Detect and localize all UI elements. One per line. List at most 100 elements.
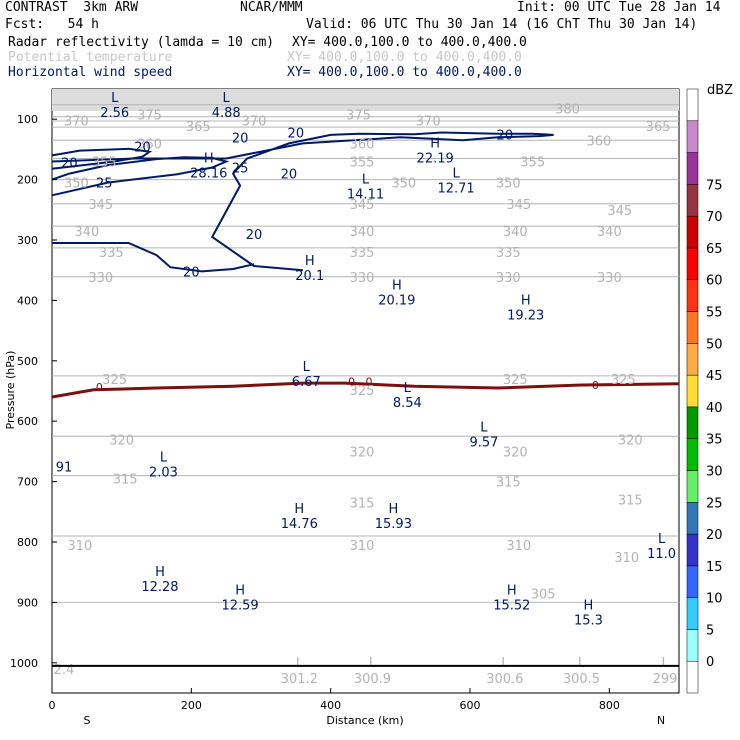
y-tick-label: 100 <box>17 113 38 126</box>
colorbar-swatch <box>686 565 699 598</box>
hl-marker-letter: H <box>584 598 594 613</box>
theta-label: 305 <box>531 587 556 602</box>
theta-label: 330 <box>88 271 113 286</box>
y-tick-label: 500 <box>17 355 38 368</box>
plot-frame <box>51 88 680 694</box>
wind-label: 20 <box>497 128 514 143</box>
wind-contour-25 <box>51 156 230 197</box>
wind-label: 20 <box>281 168 298 183</box>
hl-marker-letter: L <box>111 91 119 106</box>
hl-marker-value: 12.71 <box>437 182 474 197</box>
colorbar-swatch <box>686 597 699 630</box>
hl-marker-letter: L <box>223 91 231 106</box>
colorbar-unit: dBZ <box>707 83 733 98</box>
hl-marker-letter: L <box>404 381 412 396</box>
y-tick-label: 900 <box>17 596 38 609</box>
theta-label: 310 <box>506 539 531 554</box>
theta-label: 320 <box>109 433 134 448</box>
theta-label: 375 <box>346 108 371 123</box>
hl-marker-value: 2.56 <box>100 106 129 121</box>
colorbar-swatch <box>686 660 699 694</box>
hl-marker-letter: H <box>507 583 517 598</box>
theta-label: 340 <box>74 225 99 240</box>
hl-marker-value: 9.57 <box>469 435 498 450</box>
hl-marker-value: 20.19 <box>378 293 415 308</box>
colorbar-tick-label: 65 <box>706 242 723 257</box>
x-tick-label: 200 <box>181 699 202 712</box>
colorbar-swatch <box>686 502 699 535</box>
x-tick-label: 600 <box>460 699 481 712</box>
theta-label: 345 <box>607 204 632 219</box>
colorbar-swatch <box>686 184 699 217</box>
theta-label: 315 <box>496 476 521 491</box>
colorbar-swatch <box>686 438 699 471</box>
hl-marker-letter: H <box>521 293 531 308</box>
hl-marker-value: 14.11 <box>347 188 384 203</box>
theta-label: 340 <box>597 225 622 240</box>
theta-label: 320 <box>618 433 643 448</box>
zero-label: 0 <box>348 375 355 388</box>
wind-contour-20 <box>51 131 554 272</box>
y-tick-label: 200 <box>17 174 38 187</box>
hl-marker-letter: H <box>155 565 165 580</box>
theta-low-value: 300.9 <box>354 672 391 687</box>
theta-label: 355 <box>520 155 545 170</box>
hl-marker-value: 12.59 <box>221 598 258 613</box>
x-end-right: N <box>657 714 665 727</box>
wind-label: 20 <box>61 157 78 172</box>
hl-marker-value: 28.16 <box>190 167 227 182</box>
hl-marker-value: 4.88 <box>212 106 241 121</box>
hl-marker-letter: H <box>305 254 315 269</box>
hl-marker-value: 15.52 <box>493 598 530 613</box>
theta-label: 365 <box>186 120 211 135</box>
x-tick-label: 800 <box>599 699 620 712</box>
colorbar-swatch <box>686 629 699 662</box>
hl-marker-value: 6.67 <box>292 375 321 390</box>
y-tick-label: 800 <box>17 536 38 549</box>
forecast-hour: Fcst: 54 h <box>5 17 99 32</box>
model-name: CONTRAST 3km ARW <box>5 0 139 15</box>
wind-label: 25 <box>232 162 249 177</box>
theta-label: 320 <box>503 445 528 460</box>
colorbar-swatch <box>686 343 699 376</box>
theta-low-letter: L <box>661 656 669 671</box>
y-tick-label: 600 <box>17 415 38 428</box>
theta-label: 340 <box>350 225 375 240</box>
hl-marker-value: 14.76 <box>281 517 318 532</box>
field1-xy: XY= 400.0,100.0 to 400.0,400.0 <box>292 35 527 50</box>
theta-label: 345 <box>506 198 531 213</box>
theta-label: 310 <box>67 539 92 554</box>
colorbar-swatch <box>686 406 699 439</box>
theta-label: 325 <box>350 384 375 399</box>
hl-marker-value: 15.93 <box>375 517 412 532</box>
theta-label: 340 <box>503 225 528 240</box>
wind-label: 20 <box>246 228 263 243</box>
theta-label: 325 <box>611 373 636 388</box>
colorbar-tick-label: 40 <box>706 401 723 416</box>
colorbar-tick-label: 10 <box>706 592 723 607</box>
x-tick-label: 0 <box>49 699 56 712</box>
hl-marker-value: 22.19 <box>417 151 454 166</box>
colorbar-tick-label: 25 <box>706 496 723 511</box>
wind-label: 20 <box>134 140 151 155</box>
colorbar-tick-label: 75 <box>706 178 723 193</box>
colorbar-swatch <box>686 215 699 249</box>
colorbar-tick-label: 70 <box>706 210 723 225</box>
field1-name: Radar reflectivity (lamda = 10 cm) <box>8 35 275 50</box>
theta-label: 335 <box>496 246 521 261</box>
hl-marker-letter: L <box>362 173 370 188</box>
colorbar-swatch <box>686 533 699 567</box>
hl-marker-value: 8.54 <box>393 396 422 411</box>
theta-low-value: 299 <box>653 672 678 687</box>
theta-label: 335 <box>350 246 375 261</box>
colorbar-swatch <box>686 374 699 408</box>
hl-marker-letter: L <box>303 360 311 375</box>
theta-label: 335 <box>99 246 124 261</box>
theta-label: 325 <box>503 373 528 388</box>
hl-marker-value: 12.28 <box>141 580 178 595</box>
theta-label: 370 <box>64 114 89 129</box>
theta-label: 325 <box>102 373 127 388</box>
theta-label: 380 <box>555 102 580 117</box>
x-tick-label: 400 <box>320 699 341 712</box>
